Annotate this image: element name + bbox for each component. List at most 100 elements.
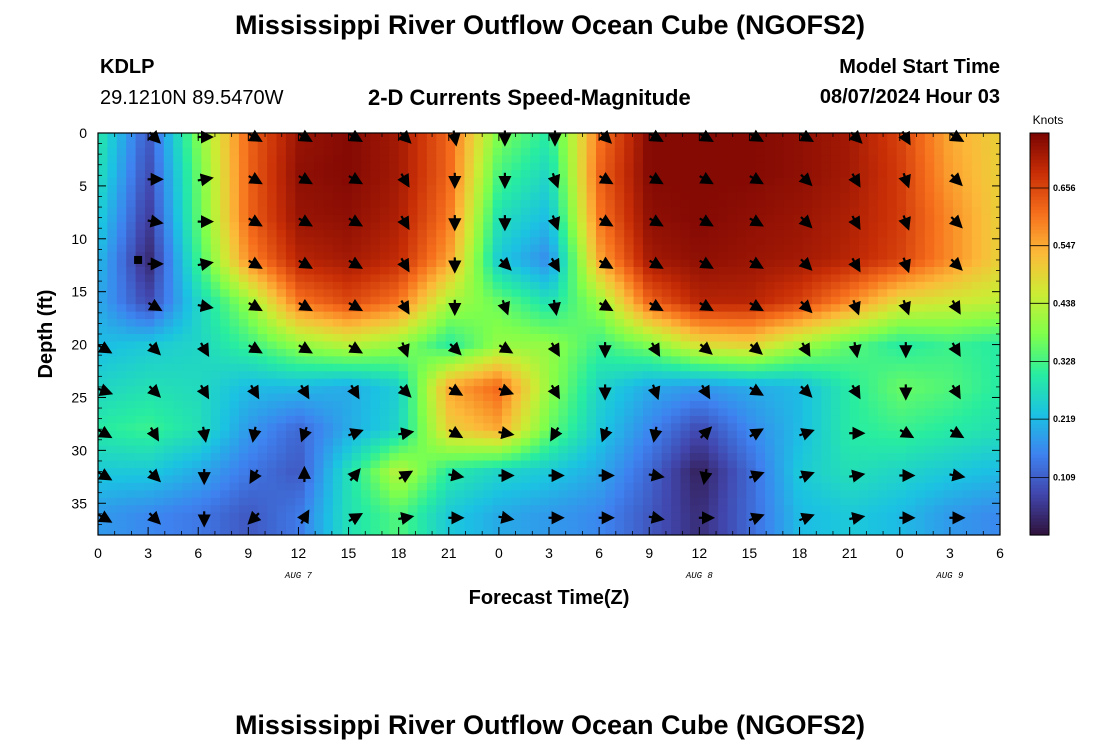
heatmap-cell — [633, 162, 644, 171]
heatmap-cell — [511, 222, 522, 231]
heatmap-cell — [285, 229, 296, 238]
heatmap-cell — [783, 147, 794, 156]
heatmap-cell — [746, 192, 757, 201]
heatmap-cell — [135, 512, 146, 521]
heatmap-cell — [539, 378, 550, 387]
heatmap-cell — [765, 482, 776, 491]
heatmap-cell — [906, 162, 917, 171]
heatmap-cell — [755, 505, 766, 514]
heatmap-cell — [595, 371, 606, 380]
heatmap-cell — [126, 304, 137, 313]
heatmap-cell — [154, 356, 165, 365]
heatmap-cell — [210, 326, 221, 335]
heatmap-cell — [332, 423, 343, 432]
heatmap-cell — [812, 229, 823, 238]
heatmap-cell — [680, 415, 691, 424]
heatmap-cell — [689, 356, 700, 365]
heatmap-cell — [793, 348, 804, 357]
heatmap-cell — [614, 274, 625, 283]
heatmap-cell — [445, 438, 456, 447]
heatmap-cell — [783, 237, 794, 246]
heatmap-cell — [173, 200, 184, 209]
heatmap-cell — [887, 326, 898, 335]
heatmap-cell — [408, 505, 419, 514]
heatmap-cell — [680, 460, 691, 469]
heatmap-cell — [98, 401, 108, 410]
heatmap-cell — [492, 334, 503, 343]
heatmap-cell — [595, 319, 606, 328]
heatmap-cell — [605, 192, 616, 201]
heatmap-cell — [473, 304, 484, 313]
heatmap-cell — [652, 415, 663, 424]
heatmap-cell — [436, 415, 447, 424]
heatmap-cell — [699, 244, 710, 253]
heatmap-cell — [342, 237, 353, 246]
heatmap-cell — [586, 177, 597, 186]
heatmap-cell — [267, 460, 278, 469]
heatmap-cell — [605, 244, 616, 253]
heatmap-cell — [971, 356, 982, 365]
heatmap-cell — [915, 453, 926, 462]
heatmap-cell — [285, 460, 296, 469]
heatmap-cell — [765, 505, 776, 514]
heatmap-cell — [173, 133, 184, 142]
heatmap-cell — [793, 274, 804, 283]
heatmap-cell — [849, 408, 860, 417]
heatmap-cell — [934, 252, 945, 261]
heatmap-cell — [492, 438, 503, 447]
heatmap-cell — [389, 512, 400, 521]
heatmap-cell — [708, 430, 719, 439]
heatmap-cell — [257, 490, 268, 499]
heatmap-cell — [285, 348, 296, 357]
heatmap-cell — [511, 423, 522, 432]
heatmap-cell — [953, 147, 964, 156]
heatmap-cell — [126, 281, 137, 290]
heatmap-cell — [238, 311, 249, 320]
heatmap-cell — [314, 475, 325, 484]
heatmap-cell — [220, 267, 231, 276]
heatmap-cell — [408, 177, 419, 186]
heatmap-cell — [652, 162, 663, 171]
heatmap-cell — [868, 155, 879, 164]
heatmap-cell — [990, 162, 1000, 171]
heatmap-cell — [915, 162, 926, 171]
heatmap-cell — [896, 281, 907, 290]
heatmap-cell — [577, 505, 588, 514]
heatmap-cell — [614, 430, 625, 439]
heatmap-cell — [859, 386, 870, 395]
heatmap-cell — [210, 267, 221, 276]
heatmap-cell — [549, 334, 559, 343]
heatmap-cell — [276, 304, 287, 313]
heatmap-cell — [285, 371, 296, 380]
heatmap-cell — [718, 192, 729, 201]
chart-subtitle: 2-D Currents Speed-Magnitude — [368, 85, 691, 110]
heatmap-cell — [633, 192, 644, 201]
heatmap-cell — [267, 319, 278, 328]
heatmap-cell — [445, 147, 456, 156]
heatmap-cell — [342, 296, 353, 305]
heatmap-cell — [511, 408, 522, 417]
heatmap-cell — [126, 222, 137, 231]
heatmap-cell — [426, 281, 437, 290]
heatmap-cell — [718, 356, 729, 365]
heatmap-cell — [220, 192, 231, 201]
heatmap-cell — [633, 155, 644, 164]
heatmap-cell — [220, 371, 231, 380]
heatmap-cell — [746, 289, 757, 298]
heatmap-cell — [605, 348, 616, 357]
heatmap-cell — [492, 348, 503, 357]
heatmap-cell — [417, 371, 428, 380]
heatmap-cell — [934, 185, 945, 194]
heatmap-cell — [370, 334, 381, 343]
heatmap-cell — [445, 334, 456, 343]
heatmap-cell — [285, 304, 296, 313]
heatmap-cell — [492, 133, 503, 142]
heatmap-cell — [614, 505, 625, 514]
heatmap-cell — [971, 430, 982, 439]
heatmap-cell — [445, 170, 456, 179]
heatmap-cell — [144, 348, 155, 357]
heatmap-cell — [98, 415, 108, 424]
heatmap-cell — [549, 311, 559, 320]
heatmap-cell — [718, 147, 729, 156]
heatmap-cell — [990, 155, 1000, 164]
